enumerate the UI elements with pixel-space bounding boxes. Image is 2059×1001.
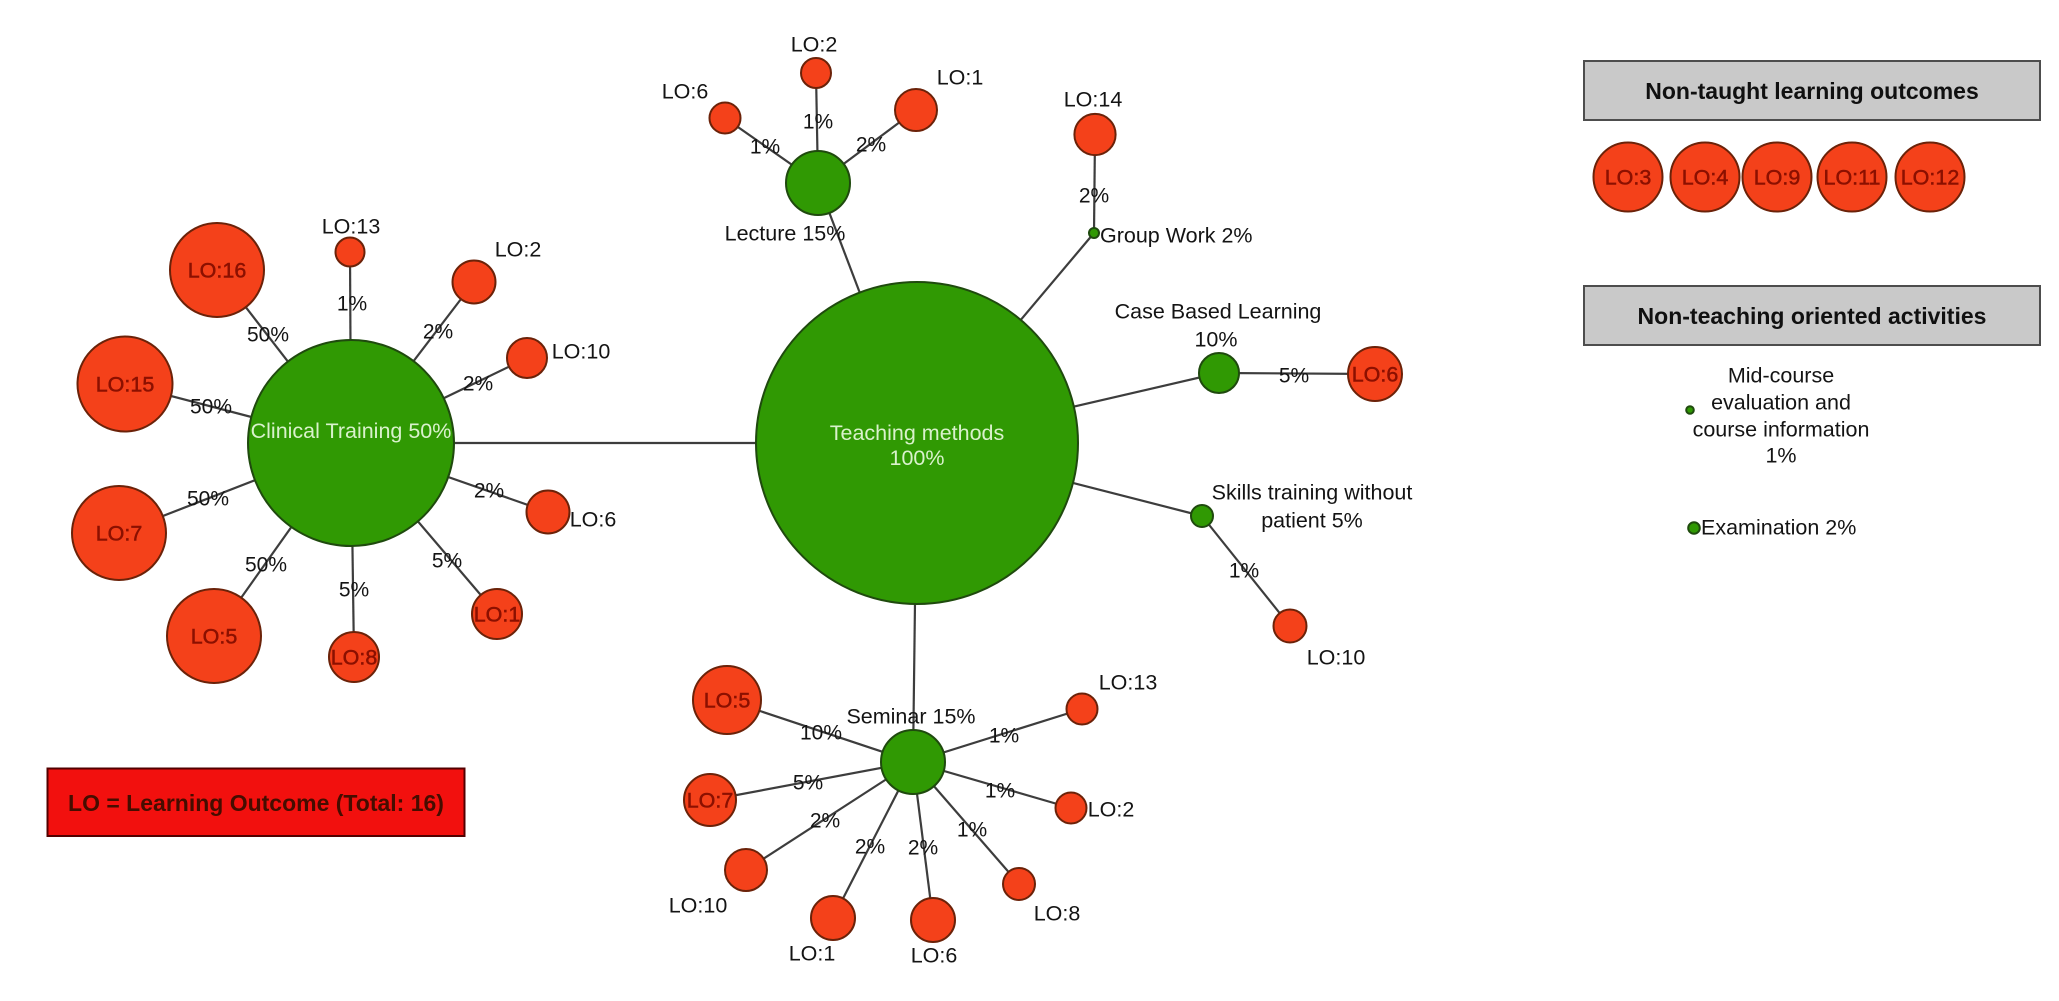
svg-text:10%: 10% (1194, 328, 1237, 352)
svg-text:Lecture 15%: Lecture 15% (725, 222, 846, 246)
svg-text:50%: 50% (187, 488, 229, 511)
svg-text:LO:4: LO:4 (1682, 166, 1729, 190)
svg-text:1%: 1% (803, 111, 833, 134)
svg-text:2%: 2% (810, 810, 840, 833)
svg-text:100%: 100% (890, 446, 945, 470)
svg-text:LO = Learning Outcome (Total:: LO = Learning Outcome (Total: 16) (68, 790, 444, 816)
svg-text:2%: 2% (1079, 185, 1109, 208)
svg-text:5%: 5% (339, 579, 369, 602)
svg-text:Mid-course: Mid-course (1728, 364, 1834, 388)
svg-text:10%: 10% (800, 722, 842, 745)
svg-text:LO:2: LO:2 (495, 238, 542, 262)
svg-text:2%: 2% (856, 134, 886, 157)
svg-text:Teaching methods: Teaching methods (830, 421, 1005, 445)
svg-text:LO:11: LO:11 (1824, 166, 1881, 190)
svg-text:1%: 1% (985, 780, 1015, 803)
svg-text:LO:3: LO:3 (1605, 166, 1652, 190)
svg-text:LO:12: LO:12 (1901, 166, 1960, 190)
svg-text:Seminar 15%: Seminar 15% (846, 705, 975, 729)
svg-text:1%: 1% (1229, 560, 1259, 583)
svg-text:Non-taught learning outcomes: Non-taught learning outcomes (1645, 78, 1979, 104)
svg-text:5%: 5% (432, 550, 462, 573)
svg-text:LO:7: LO:7 (687, 789, 734, 813)
svg-text:2%: 2% (463, 373, 493, 396)
svg-text:1%: 1% (337, 293, 367, 316)
svg-text:course information: course information (1693, 418, 1870, 442)
svg-text:LO:10: LO:10 (552, 340, 611, 364)
svg-text:2%: 2% (474, 480, 504, 503)
svg-text:LO:13: LO:13 (322, 215, 381, 239)
svg-text:1%: 1% (750, 136, 780, 159)
svg-text:Clinical Training 50%: Clinical Training 50% (251, 419, 452, 443)
svg-text:LO:16: LO:16 (188, 259, 247, 283)
svg-text:LO:1: LO:1 (789, 942, 836, 966)
svg-text:LO:5: LO:5 (191, 625, 238, 649)
svg-text:Skills training without: Skills training without (1212, 481, 1413, 505)
svg-text:evaluation and: evaluation and (1711, 391, 1851, 415)
svg-text:Group Work 2%: Group Work 2% (1100, 224, 1253, 248)
svg-text:LO:10: LO:10 (669, 894, 728, 918)
svg-text:LO:14: LO:14 (1064, 88, 1123, 112)
svg-text:LO:2: LO:2 (791, 33, 838, 57)
svg-text:5%: 5% (1279, 365, 1309, 388)
svg-text:50%: 50% (190, 396, 232, 419)
svg-text:LO:10: LO:10 (1307, 646, 1366, 670)
svg-text:Non-teaching oriented activiti: Non-teaching oriented activities (1638, 303, 1987, 329)
svg-text:LO:1: LO:1 (937, 66, 984, 90)
svg-text:50%: 50% (245, 554, 287, 577)
svg-text:LO:5: LO:5 (704, 689, 751, 713)
svg-text:LO:6: LO:6 (570, 508, 617, 532)
svg-text:LO:8: LO:8 (1034, 902, 1081, 926)
svg-text:LO:1: LO:1 (474, 603, 521, 627)
svg-text:2%: 2% (423, 321, 453, 344)
svg-text:1%: 1% (1765, 444, 1796, 468)
svg-text:2%: 2% (908, 837, 938, 860)
svg-text:patient 5%: patient 5% (1261, 509, 1363, 533)
svg-text:LO:6: LO:6 (911, 944, 958, 968)
svg-text:5%: 5% (793, 772, 823, 795)
svg-text:50%: 50% (247, 324, 289, 347)
svg-text:LO:8: LO:8 (331, 646, 378, 670)
svg-text:LO:9: LO:9 (1754, 166, 1801, 190)
svg-text:Examination 2%: Examination 2% (1701, 516, 1856, 540)
svg-text:LO:6: LO:6 (662, 80, 709, 104)
svg-text:LO:15: LO:15 (96, 373, 155, 397)
svg-text:LO:2: LO:2 (1088, 798, 1135, 822)
svg-text:2%: 2% (855, 836, 885, 859)
svg-text:1%: 1% (989, 725, 1019, 748)
svg-text:1%: 1% (957, 819, 987, 842)
svg-text:Case Based Learning: Case Based Learning (1115, 300, 1322, 324)
svg-text:LO:7: LO:7 (96, 522, 143, 546)
svg-text:LO:6: LO:6 (1352, 363, 1399, 387)
svg-text:LO:13: LO:13 (1099, 671, 1158, 695)
